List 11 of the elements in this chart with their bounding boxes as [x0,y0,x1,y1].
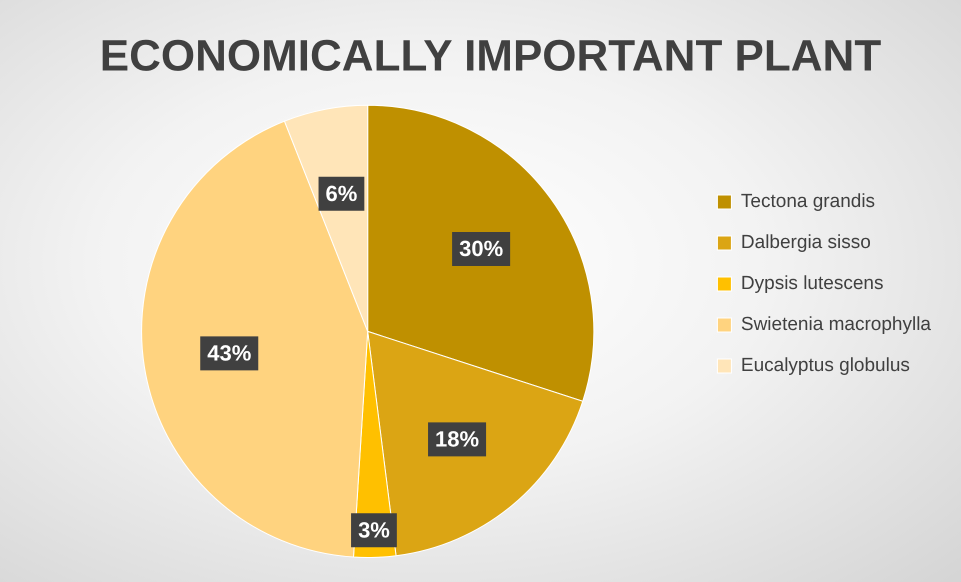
data-label: 30% [459,236,504,262]
data-label: 3% [358,517,390,542]
legend-label: Tectona grandis [740,191,876,212]
chart-title: ECONOMICALLY IMPORTANT PLANT [100,32,882,81]
data-label: 18% [435,426,480,452]
data-label: 6% [326,180,358,206]
legend-label: Eucalyptus globulus [740,355,910,376]
legend-label: Dalbergia sisso [740,232,871,254]
data-label: 43% [207,340,252,366]
legend-label: Dypsis lutescens [740,273,884,294]
legend-label: Swietenia macrophylla [740,314,932,336]
